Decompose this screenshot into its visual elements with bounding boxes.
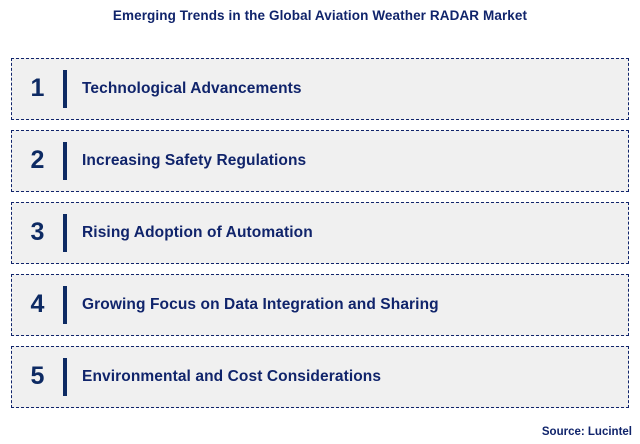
trend-label: Increasing Safety Regulations [82, 152, 307, 169]
list-item[interactable]: 2 Increasing Safety Regulations [11, 130, 629, 192]
trend-rank-number: 3 [30, 217, 45, 246]
vertical-divider [63, 214, 67, 252]
list-item[interactable]: 1 Technological Advancements [11, 58, 629, 120]
page-title: Emerging Trends in the Global Aviation W… [112, 8, 528, 23]
vertical-divider [63, 142, 67, 180]
source-attribution: Source: Lucintel [541, 426, 632, 438]
trend-rank-number: 5 [30, 361, 45, 390]
trend-rank-number: 1 [30, 73, 45, 102]
list-item[interactable]: 3 Rising Adoption of Automation [11, 202, 629, 264]
trend-rank-number: 4 [30, 289, 45, 318]
list-item[interactable]: 4 Growing Focus on Data Integration and … [11, 274, 629, 336]
list-item[interactable]: 5 Environmental and Cost Considerations [11, 346, 629, 408]
trend-label: Technological Advancements [82, 80, 302, 97]
vertical-divider [63, 286, 67, 324]
trend-rank-number: 2 [30, 145, 45, 174]
trend-label: Rising Adoption of Automation [82, 224, 313, 241]
vertical-divider [63, 358, 67, 396]
trend-label: Environmental and Cost Considerations [82, 368, 382, 385]
trend-list: 1 Technological Advancements 2 Increasin… [11, 58, 629, 408]
trend-label: Growing Focus on Data Integration and Sh… [82, 296, 439, 313]
vertical-divider [63, 70, 67, 108]
